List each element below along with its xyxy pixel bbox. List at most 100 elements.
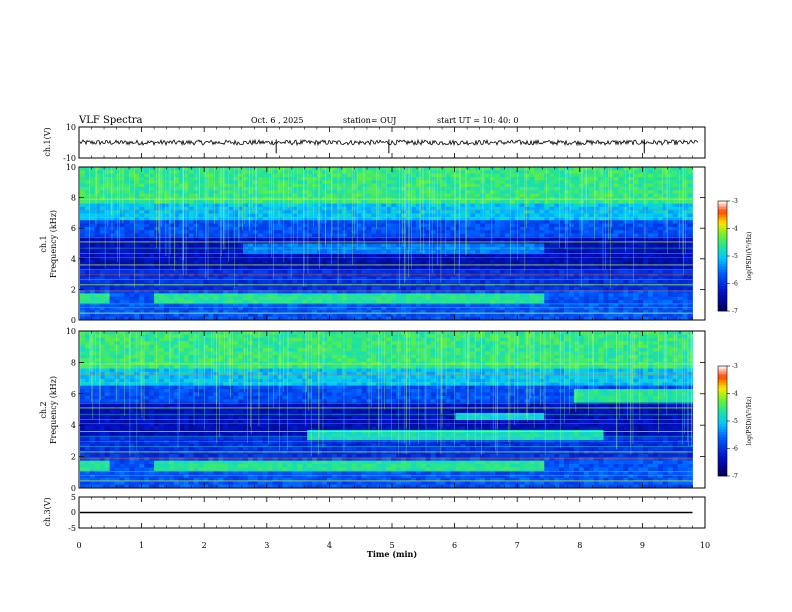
spectrogram-cell <box>322 167 328 171</box>
spectrogram-cell <box>312 213 318 218</box>
spectrogram-cell <box>292 223 298 228</box>
spectrogram-cell <box>124 233 130 238</box>
spectrogram-cell <box>489 280 496 284</box>
spectrogram-cell <box>588 316 595 321</box>
spectrogram-cell <box>509 216 516 221</box>
spectrogram-cell <box>573 246 580 251</box>
spectrogram-cell <box>356 313 362 318</box>
spectrogram-cell <box>455 296 461 301</box>
spectrogram-cell <box>529 193 535 198</box>
spectrogram-cell <box>94 310 101 314</box>
spectrogram-cell <box>287 226 293 231</box>
spectrogram-cell <box>119 300 125 304</box>
spectrogram-cell <box>366 246 372 251</box>
spectrogram-cell <box>425 213 432 218</box>
spectrogram-cell <box>475 176 481 181</box>
spectrogram-cell <box>564 260 570 264</box>
spectrogram-cell <box>99 250 106 254</box>
spectrogram-cell <box>410 270 417 274</box>
spectrogram-cell <box>173 266 180 271</box>
spectrogram-cell <box>247 256 254 261</box>
spectrogram-cell <box>277 236 283 241</box>
spectrogram-cell <box>613 193 619 198</box>
spectrogram-cell <box>223 236 229 241</box>
spectrogram-cell <box>297 180 303 185</box>
spectrogram-cell <box>89 273 96 278</box>
spectrogram-cell <box>104 213 111 218</box>
spectrogram-cell <box>198 293 204 298</box>
spectrogram-cell <box>356 206 362 211</box>
spectrogram-cell <box>593 223 600 228</box>
spectrogram-cell <box>415 230 422 234</box>
spectrogram-cell <box>183 306 190 311</box>
spectrogram-cell <box>154 313 160 318</box>
spectrogram-cell <box>524 256 530 261</box>
spectrogram-cell <box>277 316 283 321</box>
spectrogram-cell <box>247 300 254 304</box>
spectrogram-cell <box>168 270 175 274</box>
spectrogram-cell <box>129 276 135 281</box>
spectrogram-cell <box>238 206 244 211</box>
spectrogram-cell <box>168 296 175 301</box>
spectrogram-cell <box>233 220 239 224</box>
spectrogram-cell <box>366 180 372 185</box>
spectrogram-cell <box>504 306 511 311</box>
spectrogram-cell <box>406 203 412 208</box>
spectrogram-cell <box>494 236 501 241</box>
spectrogram-cell <box>415 203 422 208</box>
spectrogram-cell <box>524 246 530 251</box>
spectrogram-cell <box>381 290 387 294</box>
spectrogram-cell <box>485 276 491 281</box>
spectrogram-cell <box>89 246 96 251</box>
spectrogram-cell <box>440 310 446 314</box>
spectrogram-cell <box>455 300 461 304</box>
spectrogram-cell <box>504 246 511 251</box>
spectrogram-cell <box>425 290 432 294</box>
spectrogram-cell <box>455 213 461 218</box>
spectrogram-cell <box>238 220 244 224</box>
spectrogram-cell <box>470 186 476 191</box>
spectrogram-cell <box>292 236 298 241</box>
spectrogram-cell <box>519 243 525 248</box>
spectrogram-cell <box>445 200 451 204</box>
spectrogram-cell <box>307 226 313 231</box>
spectrogram-cell <box>109 316 115 321</box>
spectrogram-cell <box>233 176 239 181</box>
spectrogram-cell <box>193 243 199 248</box>
spectrogram-cell <box>89 243 96 248</box>
spectrogram-cell <box>529 300 535 304</box>
spectrogram-cell <box>549 310 555 314</box>
spectrogram-cell <box>297 256 303 261</box>
spectrogram-cell <box>109 193 115 198</box>
spectrogram-cell <box>84 210 91 214</box>
spectrogram-cell <box>80 223 86 228</box>
spectrogram-cell <box>346 270 353 274</box>
spectrogram-cell <box>573 286 580 291</box>
spectrogram-cell <box>401 313 407 318</box>
spectrogram-cell <box>94 270 101 274</box>
spectrogram-cell <box>134 226 140 231</box>
spectrogram-cell <box>307 243 313 248</box>
spectrogram-cell <box>406 186 412 191</box>
spectrogram-cell <box>470 293 476 298</box>
spectrogram-cell <box>499 306 506 311</box>
spectrogram-cell <box>539 276 545 281</box>
spectrogram-cell <box>297 286 303 291</box>
spectrogram-cell <box>159 266 165 271</box>
spectrogram-cell <box>386 253 392 258</box>
spectrogram-cell <box>485 273 491 278</box>
spectrogram-cell <box>430 216 437 221</box>
spectrogram-cell <box>282 173 288 178</box>
spectrogram-cell <box>104 230 111 234</box>
spectrogram-cell <box>208 316 214 321</box>
spectrogram-cell <box>163 290 170 294</box>
spectrogram-cell <box>267 293 274 298</box>
spectrogram-cell <box>356 167 362 171</box>
spectrogram-cell <box>277 186 283 191</box>
spectrogram-cell <box>307 310 313 314</box>
spectrogram-cell <box>104 246 111 251</box>
spectrogram-cell <box>420 183 427 188</box>
spectrogram-cell <box>326 230 333 234</box>
spectrogram-cell <box>386 173 392 178</box>
spectrogram-cell <box>326 283 333 288</box>
